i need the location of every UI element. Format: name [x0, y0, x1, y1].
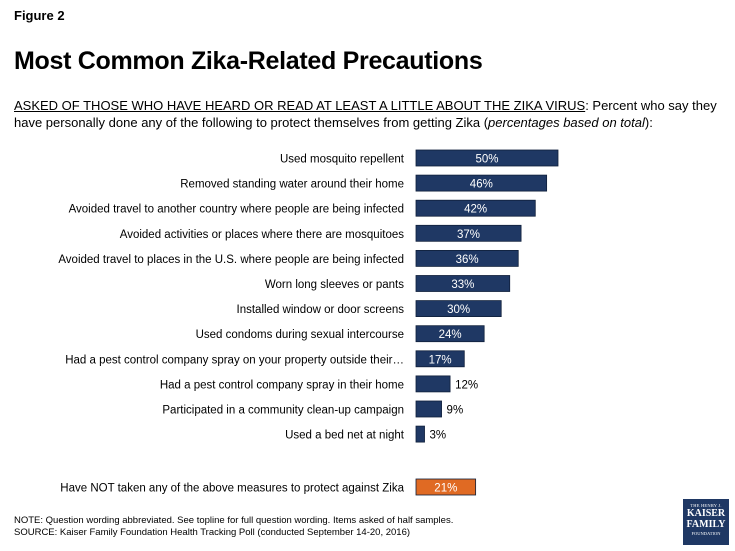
figure-label: Figure 2	[14, 8, 65, 23]
row-category-label: Used condoms during sexual intercourse	[196, 329, 404, 341]
row-value-label: 12%	[455, 379, 478, 391]
row-value-label: 30%	[447, 304, 470, 316]
logo-line2: KAISER	[686, 508, 726, 519]
kff-logo: THE HENRY J. KAISER FAMILY FOUNDATION	[683, 499, 729, 545]
row-category-label: Used a bed net at night	[285, 430, 405, 442]
none-of-above-category-label: Have NOT taken any of the above measures…	[60, 483, 404, 495]
row-value-label: 42%	[464, 204, 487, 216]
source-text: SOURCE: Kaiser Family Foundation Health …	[14, 527, 411, 538]
row-value-label: 17%	[429, 354, 452, 366]
chart-subtitle: ASKED OF THOSE WHO HAVE HEARD OR READ AT…	[14, 97, 726, 131]
subtitle-end: ):	[644, 115, 653, 130]
footnotes: NOTE: Question wording abbreviated. See …	[14, 515, 453, 539]
row-value-label: 9%	[447, 405, 464, 417]
logo-line3: FAMILY	[686, 519, 726, 530]
row-bar	[415, 300, 502, 318]
row-category-label: Avoided travel to another country where …	[69, 204, 404, 216]
row-category-label: Had a pest control company spray on your…	[65, 354, 404, 366]
logo-line4: FOUNDATION	[691, 531, 721, 536]
chart-title: Most Common Zika-Related Precautions	[14, 47, 483, 75]
row-bar	[415, 199, 536, 217]
row-bar	[415, 224, 522, 242]
subtitle-underlined: ASKED OF THOSE WHO HAVE HEARD OR READ AT…	[14, 98, 586, 113]
row-bar	[415, 375, 451, 393]
row-bar	[415, 425, 425, 443]
row-bar	[415, 350, 465, 368]
subtitle-text: : Percent who say they have personally d…	[14, 98, 717, 130]
row-bar	[415, 249, 519, 267]
row-category-label: Participated in a community clean-up cam…	[162, 405, 404, 417]
row-category-label: Avoided activities or places where there…	[120, 229, 404, 241]
row-bar	[415, 275, 511, 292]
row-value-label: 33%	[451, 279, 474, 291]
none-of-above-value-label: 21%	[434, 483, 457, 495]
row-category-label: Installed window or door screens	[237, 304, 405, 316]
row-value-label: 3%	[430, 430, 447, 442]
none-of-above-bar	[415, 478, 477, 496]
row-value-label: 46%	[470, 179, 493, 191]
row-bar	[415, 325, 485, 343]
row-category-label: Avoided travel to places in the U.S. whe…	[58, 254, 404, 266]
row-category-label: Removed standing water around their home	[180, 179, 404, 191]
row-category-label: Used mosquito repellent	[280, 154, 405, 166]
row-category-label: Had a pest control company spray in thei…	[160, 379, 404, 391]
row-value-label: 24%	[439, 329, 462, 341]
logo-line1: THE HENRY J.	[690, 503, 722, 508]
row-category-label: Worn long sleeves or pants	[265, 279, 404, 291]
row-value-label: 50%	[475, 154, 498, 166]
row-value-label: 36%	[456, 254, 479, 266]
subtitle-italic: percentages based on total	[488, 115, 645, 130]
note-text: NOTE: Question wording abbreviated. See …	[14, 515, 454, 526]
row-bar	[415, 174, 548, 192]
row-bar	[415, 400, 442, 418]
row-bar	[415, 149, 559, 167]
row-value-label: 37%	[457, 229, 480, 241]
